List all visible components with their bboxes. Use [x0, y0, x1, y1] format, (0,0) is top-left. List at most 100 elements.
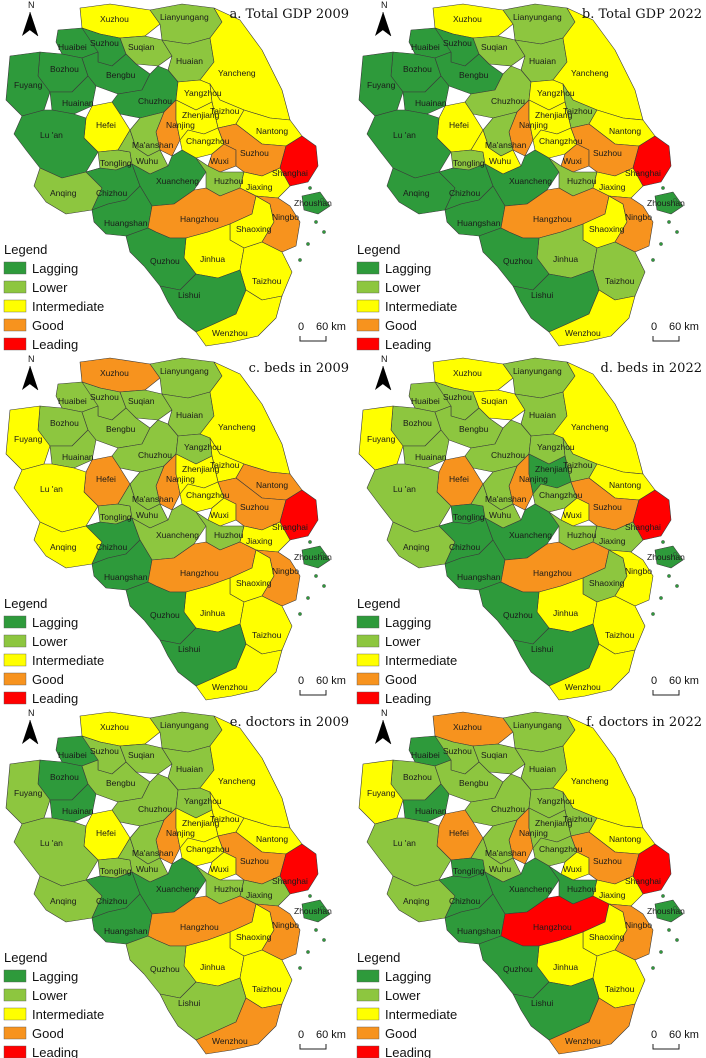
city-label: Wuxi: [210, 156, 229, 166]
city-label: Huainan: [415, 806, 447, 816]
island-marker: [661, 894, 665, 898]
scale-bar: 0 60 km: [298, 675, 346, 696]
city-label: Anqing: [403, 542, 430, 552]
city-label: Xuzhou: [453, 722, 482, 732]
city-label: Bozhou: [50, 418, 79, 428]
legend-label: Intermediate: [32, 299, 104, 314]
city-label: Changzhou: [186, 136, 230, 146]
city-label: Xuancheng: [509, 884, 552, 894]
legend-swatch: [356, 299, 380, 313]
city-label: Huaian: [176, 410, 203, 420]
city-label: Zhenjiang: [535, 110, 573, 120]
legend: Legend Lagging Lower Intermediate Good Leadin…: [356, 596, 457, 706]
legend-label: Lagging: [385, 615, 431, 630]
city-label: Jinhua: [553, 608, 578, 618]
city-label: Huaian: [176, 764, 203, 774]
scale-label-right: 60 km: [669, 321, 699, 333]
scale-label-right: 60 km: [669, 1029, 699, 1041]
scale-line: [299, 690, 327, 696]
legend-label: Intermediate: [385, 1007, 457, 1022]
city-label: Suqian: [481, 396, 508, 406]
island-marker: [320, 906, 324, 910]
city-label: Chizhou: [449, 896, 480, 906]
city-label: Huaian: [176, 56, 203, 66]
scale-label-left: 0: [651, 1029, 657, 1041]
island-marker: [314, 220, 318, 224]
legend-label: Lower: [32, 280, 68, 295]
legend-title: Legend: [357, 950, 400, 965]
city-label: Ningbo: [272, 920, 299, 930]
city-label: Taizhou: [210, 460, 240, 470]
city-label: Hefei: [96, 474, 116, 484]
city-label: Huaian: [529, 764, 556, 774]
legend: Legend Lagging Lower Intermediate Good Leadin…: [3, 950, 104, 1058]
north-arrow-icon: N: [22, 708, 39, 745]
city-label: Fuyang: [367, 434, 396, 444]
city-label: Taizhou: [252, 630, 282, 640]
city-label: Suzhou: [443, 38, 472, 48]
city-label: Fuyang: [14, 434, 43, 444]
legend-swatch: [3, 280, 27, 294]
city-label: Wuxi: [563, 156, 582, 166]
island-marker: [314, 928, 318, 932]
city-label: Hangzhou: [533, 922, 572, 932]
city-label: Wuhu: [489, 510, 511, 520]
city-label: Huaian: [529, 56, 556, 66]
city-label: Huaibei: [58, 396, 87, 406]
island-marker: [659, 950, 663, 954]
legend-swatch: [3, 337, 27, 351]
north-arrow-icon: N: [22, 0, 39, 37]
city-label: Yancheng: [571, 776, 609, 786]
city-label: Huzhou: [214, 176, 244, 186]
legend-label: Good: [32, 1026, 64, 1041]
legend-label: Lower: [32, 634, 68, 649]
city-label: Xuzhou: [100, 368, 129, 378]
city-label: Suzhou: [240, 148, 269, 158]
north-arrow-icon: N: [375, 708, 392, 745]
city-label: Bozhou: [50, 64, 79, 74]
legend-label: Good: [385, 1026, 417, 1041]
city-label: Anqing: [50, 542, 77, 552]
city-label: Anqing: [403, 188, 430, 198]
legend-swatch: [3, 1045, 27, 1058]
legend-swatch: [3, 615, 27, 629]
scale-label-left: 0: [298, 675, 304, 687]
city-label: Hefei: [96, 120, 116, 130]
city-label: Bengbu: [459, 424, 489, 434]
island-marker: [298, 966, 302, 970]
city-label: Tongling: [100, 158, 132, 168]
legend-label: Leading: [385, 691, 431, 706]
city-label: Nantong: [609, 480, 641, 490]
city-label: Nantong: [256, 834, 288, 844]
city-label: Chizhou: [449, 542, 480, 552]
city-label: Changzhou: [539, 844, 583, 854]
city-label: Taizhou: [605, 984, 635, 994]
legend-swatch: [3, 988, 27, 1002]
north-arrow-icon: N: [22, 354, 39, 391]
city-label: Quzhou: [503, 610, 533, 620]
north-label: N: [28, 0, 35, 10]
city-label: Wenzhou: [212, 328, 248, 338]
city-label: Taizhou: [563, 460, 593, 470]
city-label: Nanjing: [166, 474, 195, 484]
city-label: Huzhou: [567, 884, 597, 894]
legend-label: Lower: [32, 988, 68, 1003]
scale-bar: 0 60 km: [298, 1029, 346, 1050]
city-label: Huzhou: [567, 176, 597, 186]
city-label: Lianyungang: [160, 720, 209, 730]
legend-swatch: [356, 653, 380, 667]
city-label: Huangshan: [457, 218, 501, 228]
city-label: Ningbo: [625, 566, 652, 576]
legend-swatch: [3, 261, 27, 275]
city-label: Wenzhou: [565, 682, 601, 692]
legend-swatch: [356, 318, 380, 332]
legend-title: Legend: [357, 596, 400, 611]
city-label: Suzhou: [593, 502, 622, 512]
scale-line: [299, 1044, 327, 1050]
city-label: Anqing: [50, 896, 77, 906]
city-label: Yancheng: [571, 422, 609, 432]
legend-label: Intermediate: [385, 653, 457, 668]
